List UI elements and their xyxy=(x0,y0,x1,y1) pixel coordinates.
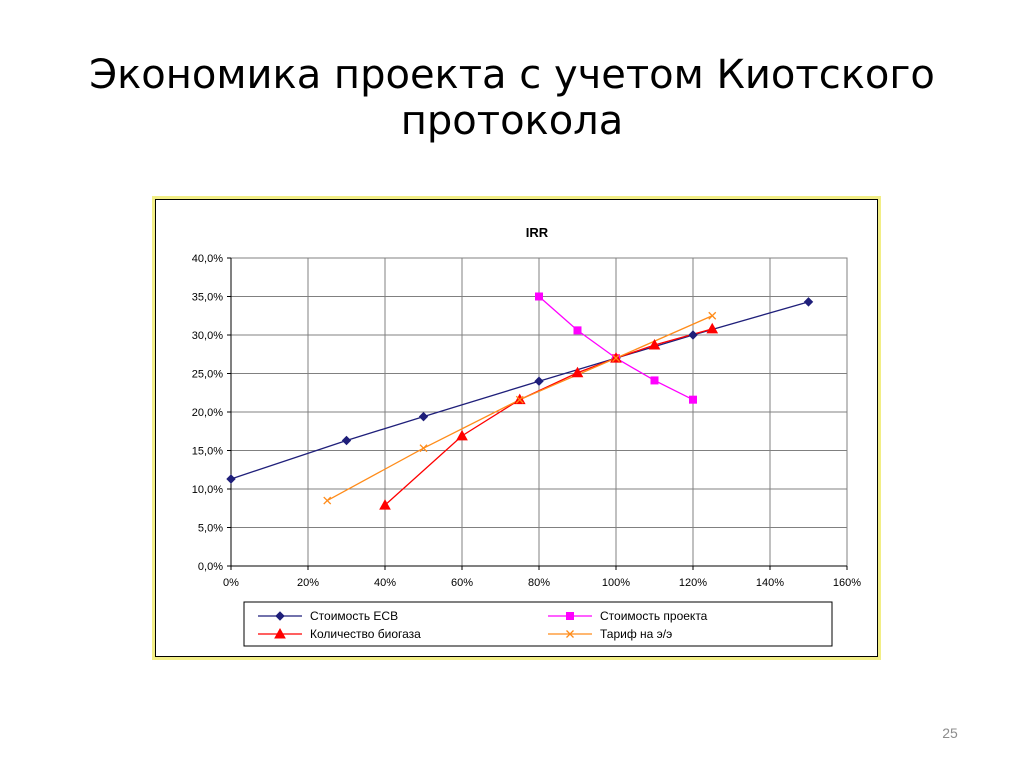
slide-title: Экономика проекта с учетом Киотского про… xyxy=(89,52,935,144)
data-point-series-2 xyxy=(456,429,468,441)
irr-chart: IRR 0% 20% 40% 60% 80% 100% 120% 140% 160% 0,0% 5,… xyxy=(192,225,861,647)
data-point-series-3 xyxy=(708,311,717,320)
legend-label: Количество биогаза xyxy=(310,627,421,641)
data-point-series-2 xyxy=(706,322,719,334)
legend-label: Стоимость проекта xyxy=(600,609,708,623)
axes: 0% 20% 40% 60% 80% 100% 120% 140% 160% 0,0% 5,0% 10… xyxy=(192,253,861,589)
legend-entry: Количество биогаза xyxy=(258,627,421,641)
data-point-series-2 xyxy=(379,499,391,510)
y-tick-label: 5,0% xyxy=(198,523,223,535)
marker-stroke xyxy=(515,395,524,404)
slide-number: 25 xyxy=(942,725,958,741)
y-tick-label: 20,0% xyxy=(192,407,223,419)
series-markers xyxy=(226,292,814,510)
x-tick-label: 60% xyxy=(451,577,473,589)
marker-stroke xyxy=(612,354,620,363)
legend-label: Стоимость ЕСВ xyxy=(310,609,398,623)
legend: Стоимость ЕСВ Стоимость проекта Количество… xyxy=(243,601,833,647)
y-tick-label: 0,0% xyxy=(198,561,223,573)
data-point-series-0 xyxy=(226,474,236,484)
chart-area: IRR 0% 20% 40% 60% 80% 100% 120% 140% 160% 0,0% 5,… xyxy=(155,199,878,657)
x-tick-label: 100% xyxy=(602,577,630,589)
data-point-series-2 xyxy=(648,338,661,350)
y-tick-label: 35,0% xyxy=(192,292,223,304)
data-point-series-1 xyxy=(573,326,582,335)
legend-swatch-marker xyxy=(275,611,285,621)
x-tick-label: 0% xyxy=(223,577,239,589)
y-tick-label: 25,0% xyxy=(192,369,223,381)
data-point-series-1 xyxy=(689,395,697,404)
legend-swatch-marker xyxy=(566,612,574,620)
legend-box xyxy=(243,601,833,647)
data-point-series-0 xyxy=(341,435,352,446)
data-point-series-3 xyxy=(515,395,524,404)
legend-label: Тариф на э/э xyxy=(600,627,672,641)
data-point-series-3 xyxy=(612,354,620,363)
y-tick-label: 30,0% xyxy=(192,330,223,342)
data-point-series-2 xyxy=(571,366,584,378)
y-tick-label: 40,0% xyxy=(192,253,223,265)
chart-title: IRR xyxy=(526,225,549,240)
y-tick-label: 10,0% xyxy=(192,484,223,496)
x-tick-label: 120% xyxy=(679,577,707,589)
x-tick-label: 80% xyxy=(528,577,550,589)
x-tick-label: 20% xyxy=(297,577,319,589)
legend-swatch-marker xyxy=(566,630,574,638)
grid-lines xyxy=(230,257,848,567)
x-tick-label: 40% xyxy=(374,577,396,589)
data-point-series-3 xyxy=(419,444,428,453)
data-point-series-1 xyxy=(535,292,543,301)
data-point-series-3 xyxy=(323,496,332,505)
marker-stroke xyxy=(419,444,428,453)
x-tick-label: 140% xyxy=(756,577,784,589)
x-tick-label: 160% xyxy=(833,577,861,589)
legend-entry: Стоимость проекта xyxy=(548,609,708,623)
marker-stroke xyxy=(323,496,332,505)
data-point-series-0 xyxy=(688,330,698,340)
data-point-series-0 xyxy=(534,376,544,386)
legend-entry: Стоимость ЕСВ xyxy=(258,609,398,623)
chart-frame: IRR 0% 20% 40% 60% 80% 100% 120% 140% 160% 0,0% 5,… xyxy=(152,196,881,660)
marker-stroke xyxy=(708,311,717,320)
y-tick-label: 15,0% xyxy=(192,446,223,458)
data-point-series-0 xyxy=(418,411,429,422)
data-point-series-1 xyxy=(650,376,659,385)
data-point-series-0 xyxy=(803,297,814,307)
legend-entry: Тариф на э/э xyxy=(548,627,672,641)
marker-stroke xyxy=(566,630,574,638)
legend-swatch-marker xyxy=(274,627,286,639)
